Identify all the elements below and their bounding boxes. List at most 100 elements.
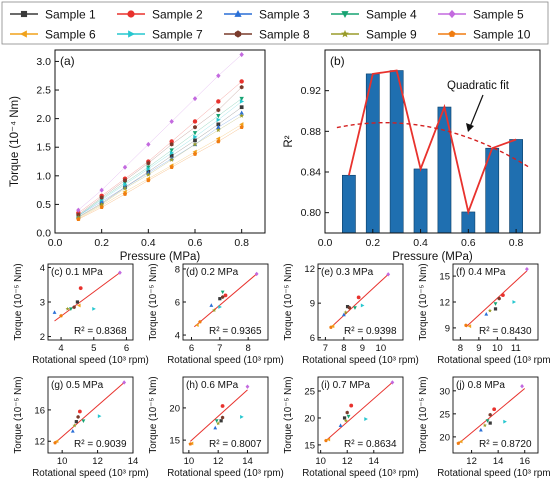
y-tick-label: 0.88 (301, 126, 322, 138)
legend-marker (341, 11, 349, 18)
r2-label: R² = 0.8430 (479, 326, 532, 337)
panel-b-tag: (b) (330, 54, 345, 68)
x-tick-label: 0.4 (141, 237, 156, 249)
panel-e: (e) 0.3 MPa R² = 0.9398 7 8 9 10 6 9 12 Rotationa… (283, 263, 419, 366)
data-point (122, 180, 128, 186)
data-point (76, 212, 81, 217)
x-tick-label: 6 (189, 343, 194, 354)
data-point (360, 303, 365, 308)
annotation-arrowhead (466, 123, 474, 132)
series-line (78, 115, 242, 218)
data-point (239, 113, 245, 118)
x-tick-label: 7 (323, 343, 328, 354)
data-point (349, 403, 354, 408)
data-point (223, 293, 228, 298)
data-point (146, 165, 151, 170)
data-point (72, 305, 76, 310)
data-point (503, 419, 507, 424)
data-point (169, 165, 174, 170)
data-point (245, 384, 250, 389)
y-tick-label: 8 (175, 264, 180, 275)
data-point (99, 201, 105, 207)
data-point (239, 84, 244, 90)
data-point (221, 295, 225, 299)
data-point (464, 323, 468, 327)
series-line (78, 124, 242, 219)
x-axis-label: Rotational speed (10³ rpm) (302, 468, 419, 479)
y-tick-label: 15 (439, 272, 450, 283)
y-tick-label: 3 (40, 298, 45, 309)
data-point (192, 141, 198, 147)
data-point (192, 119, 198, 124)
data-point (216, 114, 221, 119)
x-tick-label: 12 (92, 456, 103, 467)
y-axis-label: R² (283, 135, 295, 147)
data-point (169, 118, 174, 125)
data-point (467, 324, 472, 329)
panel-g: (g) 0.5 MPa R² = 0.9039 10 12 14 12 16 Rotation… (13, 376, 149, 479)
data-point (118, 270, 122, 275)
series-line (78, 98, 242, 217)
y-tick-label: 2 (40, 332, 45, 343)
data-point (356, 295, 361, 300)
legend-item: Sample 5 (438, 8, 524, 22)
data-point (488, 421, 492, 425)
x-axis-label: Rotational speed (10³ rpm) (167, 468, 284, 479)
data-point (169, 139, 174, 144)
data-point (215, 136, 221, 141)
y-tick-label: 2.5 (36, 85, 51, 97)
data-point (239, 110, 244, 115)
data-point (525, 267, 529, 272)
data-point (169, 150, 175, 156)
data-point (76, 217, 81, 222)
y-tick-label: 15 (304, 440, 315, 451)
y-tick-label: 1.5 (36, 142, 51, 154)
y-tick-label: 0.92 (301, 85, 322, 97)
legend-label: Sample 4 (366, 8, 417, 22)
y-tick-label: 2.0 (36, 113, 51, 125)
data-point (97, 414, 102, 419)
data-point (146, 161, 151, 166)
panel-title: (j) 0.8 MPa (456, 380, 505, 391)
data-point (216, 122, 221, 127)
y-axis-label: Torque (10⁻⁵ Nm) (148, 263, 159, 340)
data-point (329, 325, 333, 329)
panel-h: (h) 0.6 MPa R² = 0.8007 10 12 14 15 20 Rotation… (148, 376, 284, 479)
x-tick-label: 8 (458, 343, 463, 354)
y-axis-label: Torque (10⁻⁵ Nm) (148, 376, 159, 453)
data-point (213, 425, 218, 430)
data-point (478, 427, 483, 432)
data-point (343, 310, 348, 315)
data-point (493, 307, 498, 311)
y-tick-label: 20 (169, 403, 180, 414)
data-point (59, 313, 63, 318)
y-axis-label: Torque (10⁻⁵ Nm) (13, 376, 24, 453)
r2-label: R² = 0.8007 (209, 439, 262, 450)
data-point (239, 96, 244, 102)
x-tick-label: 12 (342, 456, 353, 467)
legend-item: Sample 1 (10, 8, 96, 22)
data-point (68, 307, 73, 311)
fit-annotation: Quadratic fit (447, 80, 510, 92)
panel-title: (g) 0.5 MPa (51, 380, 104, 391)
x-tick-label: 10 (376, 343, 387, 354)
y-axis-label: Torque (10⁻⁵ Nm) (283, 263, 294, 340)
data-point (218, 297, 222, 301)
legend-item: Sample 2 (117, 8, 203, 22)
y-tick-label: 25 (304, 387, 315, 398)
panel-title: (e) 0.3 MPa (321, 267, 374, 278)
series-8 (76, 84, 244, 217)
x-tick-label: 16 (519, 456, 530, 467)
data-point (343, 418, 348, 423)
y-tick-label: 0.80 (301, 207, 322, 219)
x-tick-label: 9 (360, 343, 365, 354)
data-point (482, 423, 487, 428)
data-point (484, 312, 489, 316)
r2-label: R² = 0.9039 (74, 439, 127, 450)
data-point (169, 142, 174, 147)
y-tick-label: 6 (175, 298, 180, 309)
data-point (195, 323, 199, 328)
x-axis-label: Pressure (MPa) (392, 251, 473, 263)
panel-title: (h) 0.6 MPa (186, 380, 239, 391)
